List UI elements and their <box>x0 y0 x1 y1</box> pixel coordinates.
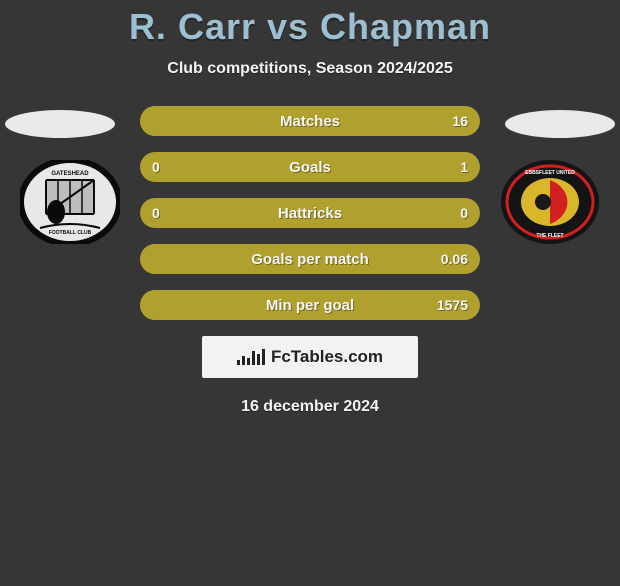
svg-text:EBBSFLEET UNITED: EBBSFLEET UNITED <box>525 170 575 176</box>
team-right-badge: EBBSFLEET UNITED THE FLEET <box>500 160 600 244</box>
stat-bar: 1575Min per goal <box>140 290 480 320</box>
stat-bar: 0.06Goals per match <box>140 244 480 274</box>
stat-label: Goals per match <box>140 244 480 274</box>
stat-bar: 16Matches <box>140 106 480 136</box>
svg-text:THE FLEET: THE FLEET <box>536 233 563 239</box>
stat-bars: 16Matches 01Goals 00Hattricks 0.06Goals per… <box>140 106 480 320</box>
chart-icon <box>237 349 265 365</box>
stat-label: Matches <box>140 106 480 136</box>
player-left-shadow <box>5 110 115 138</box>
subtitle: Club competitions, Season 2024/2025 <box>0 60 620 78</box>
comparison-stage: GATESHEAD FOOTBALL CLUB EBBSFLEET UNITED… <box>0 106 620 416</box>
branding-badge: FcTables.com <box>202 336 418 378</box>
stat-bar: 00Hattricks <box>140 198 480 228</box>
stat-bar: 01Goals <box>140 152 480 182</box>
stat-label: Goals <box>140 152 480 182</box>
stat-label: Min per goal <box>140 290 480 320</box>
page-title: R. Carr vs Chapman <box>0 6 620 48</box>
date-label: 16 december 2024 <box>0 398 620 416</box>
svg-text:FOOTBALL CLUB: FOOTBALL CLUB <box>49 230 92 236</box>
stat-label: Hattricks <box>140 198 480 228</box>
svg-text:GATESHEAD: GATESHEAD <box>51 171 89 177</box>
branding-text: FcTables.com <box>271 347 383 367</box>
team-left-badge: GATESHEAD FOOTBALL CLUB <box>20 160 120 244</box>
player-right-shadow <box>505 110 615 138</box>
